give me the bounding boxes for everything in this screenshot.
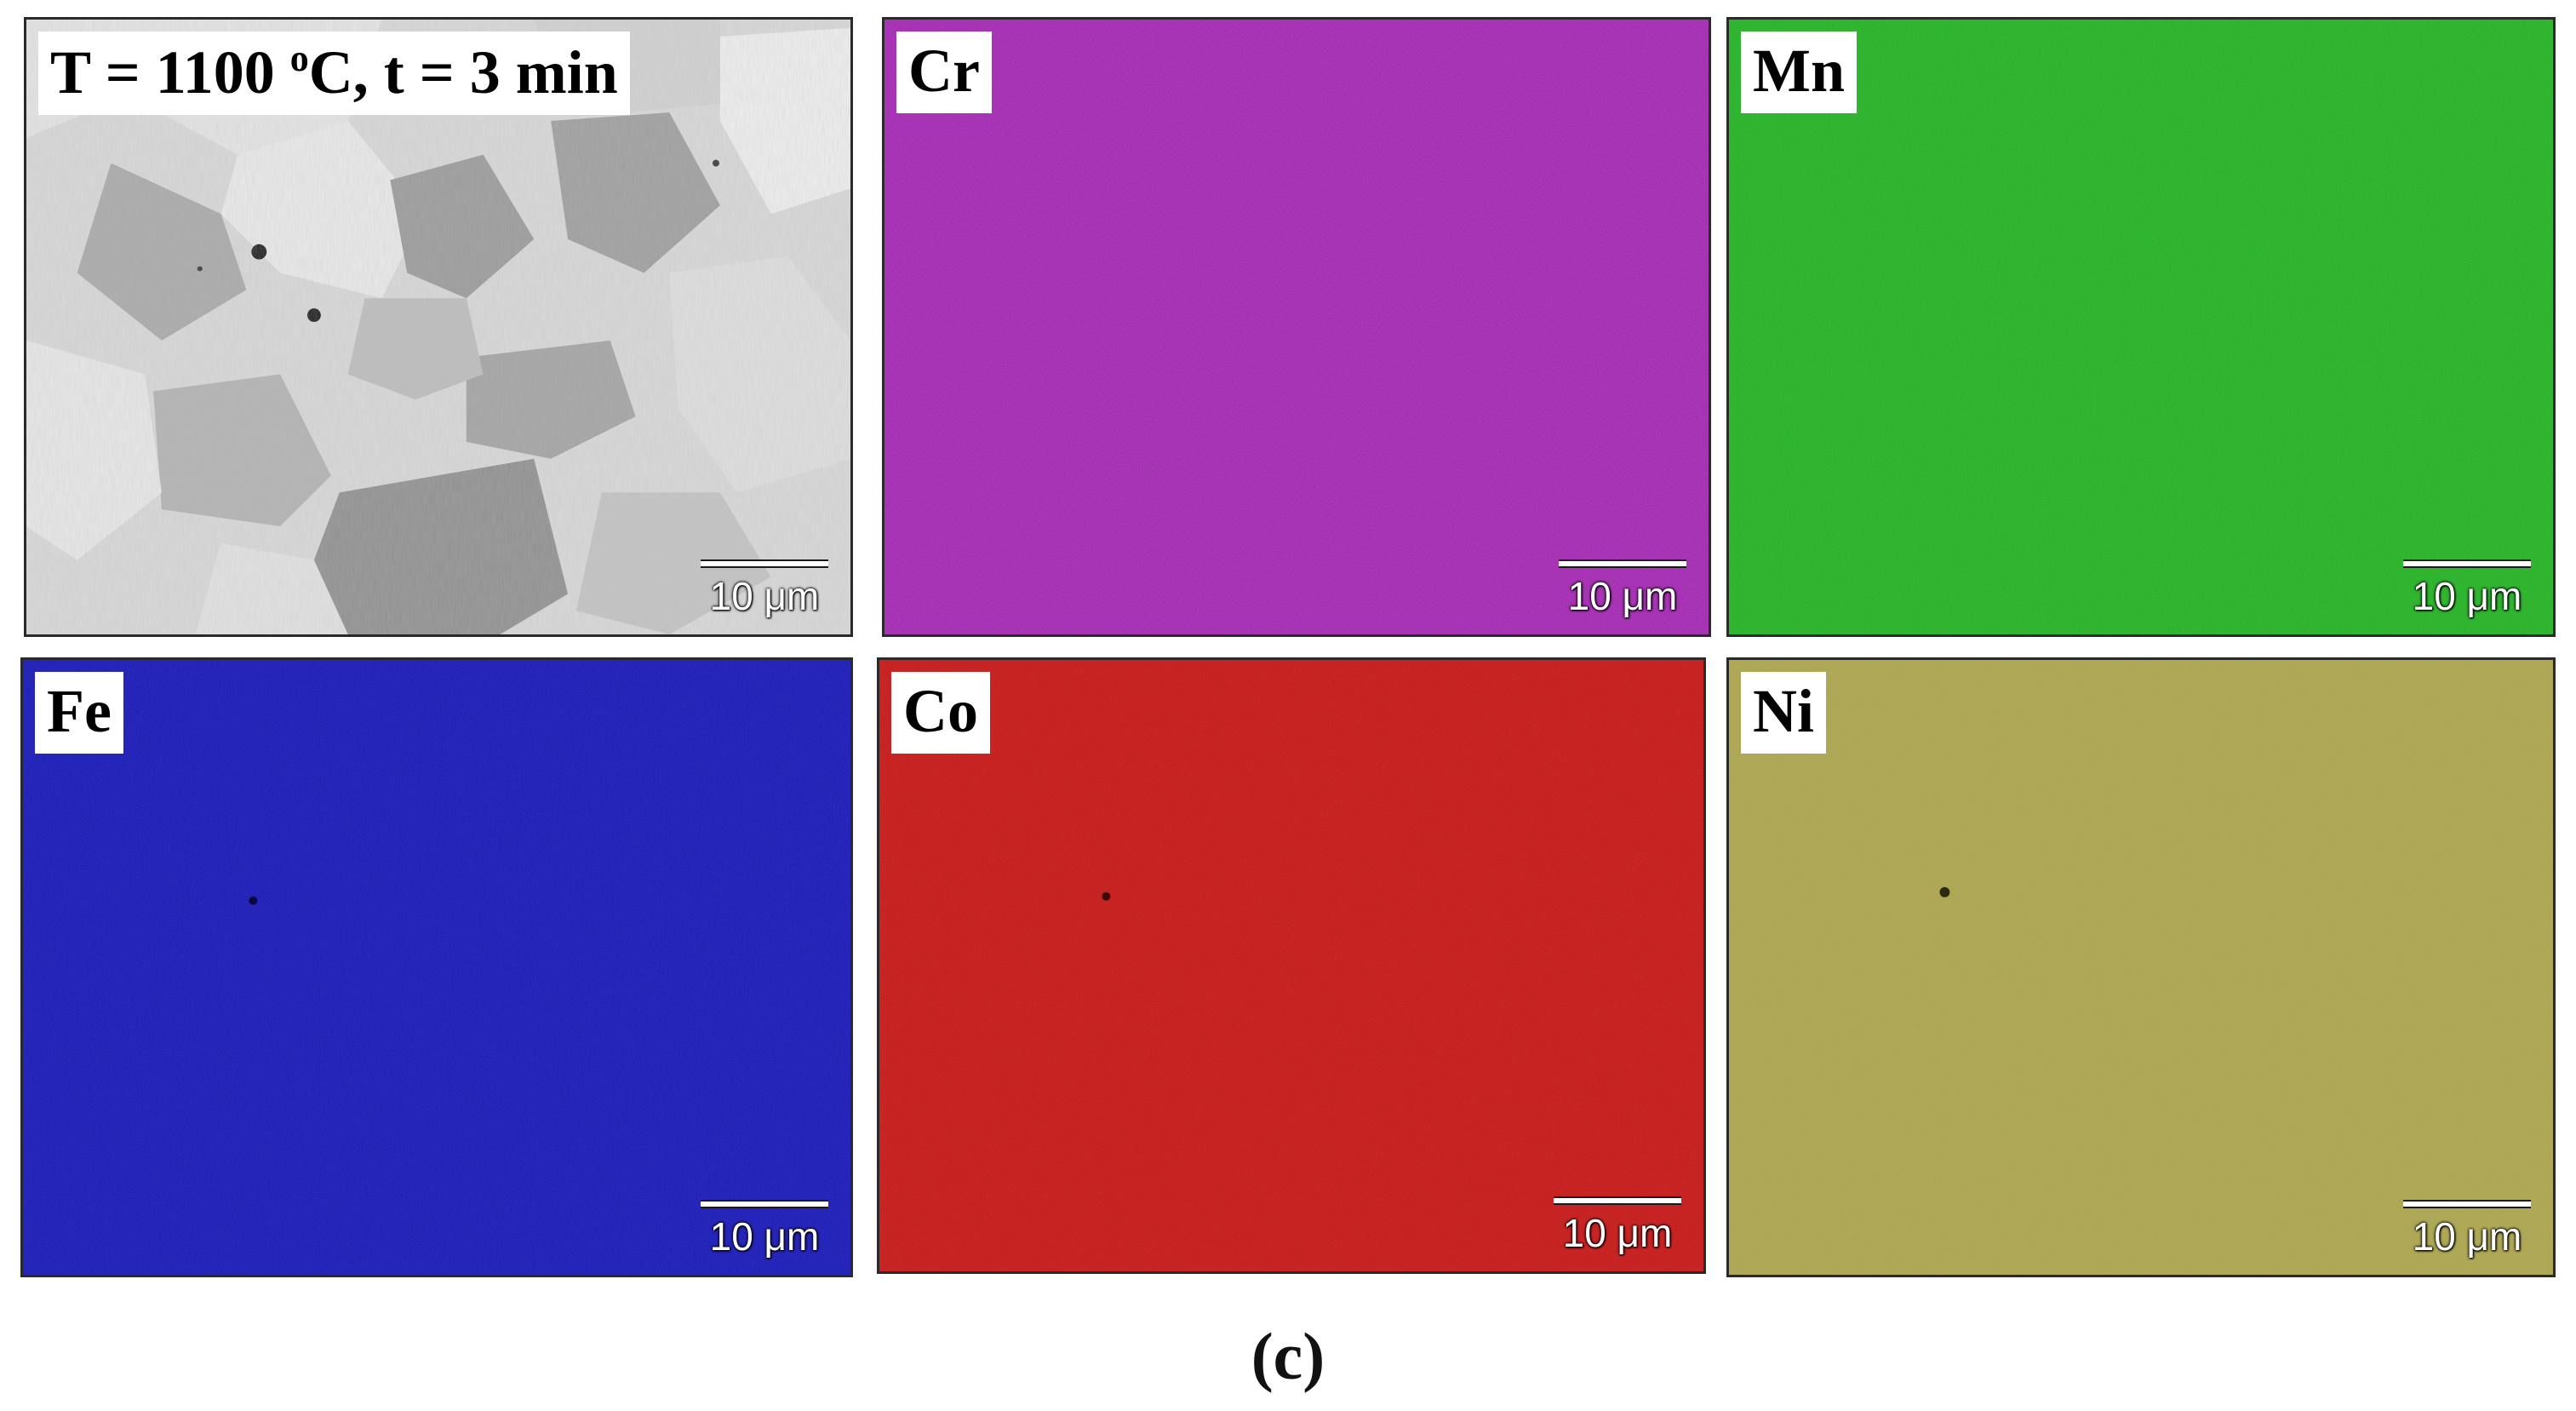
- scale-bar: 10 μm: [1554, 1196, 1681, 1256]
- fe-map-panel: Fe 10 μm: [20, 657, 853, 1277]
- scale-bar-line: [701, 559, 828, 568]
- element-label-cr: Cr: [896, 32, 992, 113]
- element-label-ni: Ni: [1741, 672, 1826, 754]
- cr-map-image: [884, 20, 1709, 634]
- scale-bar-line: [2403, 1200, 2531, 1208]
- co-map-image: [879, 660, 1703, 1271]
- scale-bar-label: 10 μm: [1562, 1211, 1673, 1255]
- scale-bar-line: [1554, 1196, 1681, 1205]
- scale-bar-line: [701, 1200, 828, 1208]
- co-map-panel: Co 10 μm: [877, 657, 1706, 1274]
- scale-bar: 10 μm: [1559, 559, 1686, 619]
- ni-map-panel: Ni 10 μm: [1726, 657, 2556, 1277]
- figure-caption: (c): [1251, 1319, 1325, 1393]
- scale-bar-line: [2403, 559, 2531, 568]
- element-label-mn: Mn: [1741, 32, 1857, 113]
- scale-bar: 10 μm: [2403, 559, 2531, 619]
- sem-condition-label: T = 1100 oC, t = 3 min: [38, 32, 630, 115]
- ni-map-image: [1729, 660, 2553, 1275]
- scale-bar: 10 μm: [701, 1200, 828, 1259]
- cr-map-panel: Cr 10 μm: [882, 17, 1711, 637]
- mn-map-image: [1729, 20, 2553, 634]
- mn-map-panel: Mn 10 μm: [1726, 17, 2556, 637]
- scale-bar: 10 μm: [701, 559, 828, 619]
- element-label-co: Co: [891, 672, 990, 754]
- fe-map-image: [23, 660, 850, 1275]
- scale-bar-label: 10 μm: [2412, 574, 2522, 618]
- element-label-fe: Fe: [35, 672, 123, 754]
- scale-bar-label: 10 μm: [2412, 1214, 2522, 1259]
- scale-bar: 10 μm: [2403, 1200, 2531, 1259]
- sem-micrograph-panel: T = 1100 oC, t = 3 min 10 μm: [24, 17, 853, 637]
- scale-bar-line: [1559, 559, 1686, 568]
- scale-bar-label: 10 μm: [709, 574, 820, 618]
- scale-bar-label: 10 μm: [1567, 574, 1678, 618]
- scale-bar-label: 10 μm: [709, 1214, 820, 1259]
